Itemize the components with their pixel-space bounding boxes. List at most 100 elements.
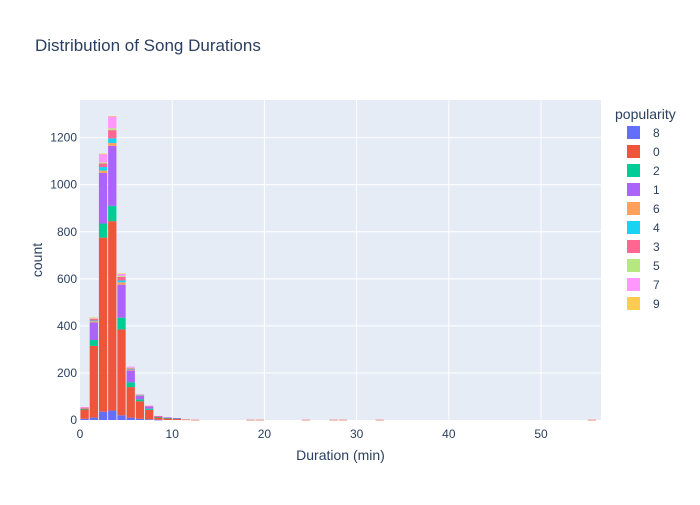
bar-segment-7[interactable] <box>126 366 135 368</box>
legend-item-7[interactable]: 7 <box>627 278 660 292</box>
bar-segment-8[interactable] <box>80 418 89 420</box>
legend-label: 6 <box>653 202 660 216</box>
bar-segment-0[interactable] <box>108 221 117 411</box>
legend-item-9[interactable]: 9 <box>627 297 660 311</box>
bar-segment-2[interactable] <box>163 417 172 419</box>
bar-segment-1[interactable] <box>117 284 126 318</box>
bar-segment-9[interactable] <box>108 116 117 117</box>
bar-segment-4[interactable] <box>108 138 117 144</box>
bar-segment-0[interactable] <box>301 419 311 421</box>
legend-item-2[interactable]: 2 <box>627 164 660 178</box>
bar-segment-1[interactable] <box>172 418 181 419</box>
legend-item-6[interactable]: 6 <box>627 202 660 216</box>
bar-segment-2[interactable] <box>135 399 145 402</box>
legend-item-3[interactable]: 3 <box>627 240 660 254</box>
bar-segment-0[interactable] <box>246 419 255 421</box>
bar-segment-2[interactable] <box>89 340 98 346</box>
bar-segment-3[interactable] <box>126 368 135 370</box>
bar-segment-7[interactable] <box>108 116 117 129</box>
legend[interactable]: 8 0 2 1 6 4 3 5 7 9 <box>627 126 660 311</box>
bar-segment-0[interactable] <box>126 387 135 418</box>
legend-item-0[interactable]: 0 <box>627 145 660 159</box>
legend-swatch <box>627 240 640 253</box>
bar-segment-1[interactable] <box>89 322 98 340</box>
bar-segment-0[interactable] <box>172 418 181 420</box>
bar-segment-0[interactable] <box>154 417 163 420</box>
bar-segment-0[interactable] <box>98 237 108 412</box>
legend-item-8[interactable]: 8 <box>627 126 660 140</box>
bar-segment-7[interactable] <box>135 394 145 395</box>
bar-segment-4[interactable] <box>89 320 98 322</box>
bar-segment-7[interactable] <box>117 273 126 276</box>
bar-segment-5[interactable] <box>108 128 117 131</box>
bar-segment-8[interactable] <box>126 417 135 420</box>
bar-segment-3[interactable] <box>108 130 117 139</box>
bar-segment-1[interactable] <box>98 172 108 224</box>
bar-segment-9[interactable] <box>117 273 126 275</box>
bar-segment-0[interactable] <box>255 419 264 421</box>
bar-segment-7[interactable] <box>98 154 108 163</box>
bar-segment-8[interactable] <box>145 419 154 420</box>
bar-segment-0[interactable] <box>89 345 98 418</box>
bar-segment-2[interactable] <box>126 382 135 388</box>
bar-segment-5[interactable] <box>89 318 98 319</box>
bar-segment-8[interactable] <box>154 419 163 421</box>
bar-segment-8[interactable] <box>89 417 98 420</box>
bar-segment-6[interactable] <box>98 170 108 173</box>
bar-segment-9[interactable] <box>89 317 98 319</box>
bar-segment-1[interactable] <box>126 370 135 383</box>
bar-segment-6[interactable] <box>117 282 126 285</box>
bar-segment-0[interactable] <box>375 419 384 421</box>
legend-item-5[interactable]: 5 <box>627 259 660 273</box>
bar-segment-4[interactable] <box>135 395 145 396</box>
bar-segment-2[interactable] <box>108 205 117 222</box>
bar-segment-2[interactable] <box>154 416 163 418</box>
bar-segment-5[interactable] <box>98 162 108 164</box>
x-tick-label: 30 <box>350 427 364 441</box>
bar-segment-0[interactable] <box>80 409 89 419</box>
bar-segment-0[interactable] <box>338 419 347 421</box>
bar-segment-0[interactable] <box>587 419 596 421</box>
bar-segment-7[interactable] <box>80 407 89 408</box>
bar-segment-1[interactable] <box>145 406 154 409</box>
bar-segment-1[interactable] <box>108 145 117 206</box>
bar-segment-7[interactable] <box>145 405 154 407</box>
bar-segment-0[interactable] <box>163 418 172 420</box>
bar-segment-6[interactable] <box>108 143 117 146</box>
bar-segment-5[interactable] <box>117 276 126 277</box>
bar-segment-2[interactable] <box>80 408 89 410</box>
bar-segment-6[interactable] <box>89 321 98 323</box>
bar-segment-2[interactable] <box>98 223 108 238</box>
bar-segment-4[interactable] <box>126 369 135 371</box>
bar-segment-6[interactable] <box>80 408 89 409</box>
x-tick-label: 40 <box>442 427 456 441</box>
bar-segment-3[interactable] <box>89 318 98 321</box>
bar-segment-3[interactable] <box>117 276 126 281</box>
bar-segment-0[interactable] <box>145 409 154 420</box>
legend-item-4[interactable]: 4 <box>627 221 660 235</box>
bar-segment-3[interactable] <box>154 416 163 417</box>
bar-segment-1[interactable] <box>163 417 172 419</box>
bar-segment-2[interactable] <box>145 408 154 410</box>
bar-segment-6[interactable] <box>126 369 135 371</box>
bar-segment-3[interactable] <box>98 163 108 168</box>
bar-segment-8[interactable] <box>98 411 108 420</box>
bar-segment-0[interactable] <box>117 329 126 416</box>
bar-segment-0[interactable] <box>135 401 145 419</box>
bar-segment-8[interactable] <box>135 418 145 420</box>
bar-segment-0[interactable] <box>181 419 191 421</box>
bar-segment-8[interactable] <box>108 410 117 420</box>
bar-segment-0[interactable] <box>191 419 200 421</box>
bar-segment-5[interactable] <box>126 367 135 369</box>
legend-swatch <box>627 145 640 158</box>
bar-segment-4[interactable] <box>117 280 126 283</box>
bar-segment-0[interactable] <box>329 419 338 421</box>
bar-segment-2[interactable] <box>117 317 126 330</box>
bar-segment-4[interactable] <box>98 167 108 171</box>
bar-segment-1[interactable] <box>135 395 145 400</box>
bar-segment-8[interactable] <box>117 415 126 420</box>
bar-segment-5[interactable] <box>135 394 145 396</box>
legend-item-1[interactable]: 1 <box>627 183 660 197</box>
bar-segment-9[interactable] <box>98 153 108 155</box>
bar-segment-3[interactable] <box>80 407 89 409</box>
